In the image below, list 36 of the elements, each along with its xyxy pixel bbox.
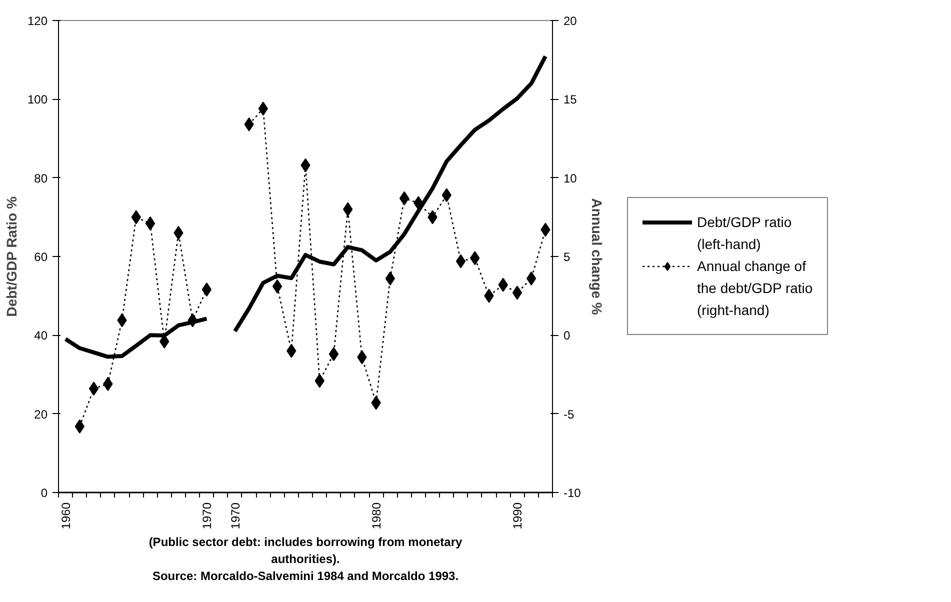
y-tick-label: 20 — [34, 407, 48, 422]
x-tick-label: 1970 — [228, 502, 242, 530]
y2-axis-title: Annual change % — [588, 198, 605, 316]
point — [512, 286, 522, 300]
y-tick-label: 60 — [34, 250, 48, 264]
x-tick-label: 1990 — [510, 502, 525, 530]
y2-tick-label: -10 — [564, 486, 582, 500]
point — [145, 216, 156, 230]
y-tick-label: 40 — [34, 328, 48, 343]
y-tick-label: 0 — [40, 486, 48, 500]
y-tick-label: 80 — [34, 171, 48, 186]
y2-tick-label: 20 — [564, 14, 578, 28]
y-axis-title: Debt/GDP Ratio % — [3, 196, 20, 317]
point — [88, 382, 99, 396]
legend-label: Debt/GDP ratio (left-hand) — [697, 214, 792, 252]
y-tick-label: 100 — [27, 92, 48, 107]
point — [328, 347, 339, 362]
x-tick-label: 1980 — [370, 502, 384, 530]
y2-tick-label: 5 — [564, 250, 570, 264]
point — [272, 279, 282, 294]
point — [74, 419, 85, 434]
point — [526, 272, 536, 286]
point — [202, 282, 212, 297]
y2-tick-label: -5 — [564, 407, 574, 422]
x-tick-label: 1970 — [200, 502, 214, 530]
y-tick-label: 120 — [27, 14, 48, 28]
x-tick-label: 1960 — [59, 502, 74, 530]
point — [385, 272, 396, 286]
legend-label: Annual change of the debt/GDP ratio (right-hand) — [697, 258, 813, 318]
source-note: Source: Morcaldo-Salvemini 1984 and Morcaldo 1993. — [152, 569, 459, 583]
point — [456, 254, 466, 268]
y2-tick-label: 15 — [564, 92, 578, 107]
y2-tick-label: 0 — [564, 328, 570, 343]
text: (Public sector debt: includes borrowing from monetary authorities). — [148, 535, 463, 566]
point — [399, 191, 410, 206]
y2-tick-label: 10 — [564, 171, 578, 186]
